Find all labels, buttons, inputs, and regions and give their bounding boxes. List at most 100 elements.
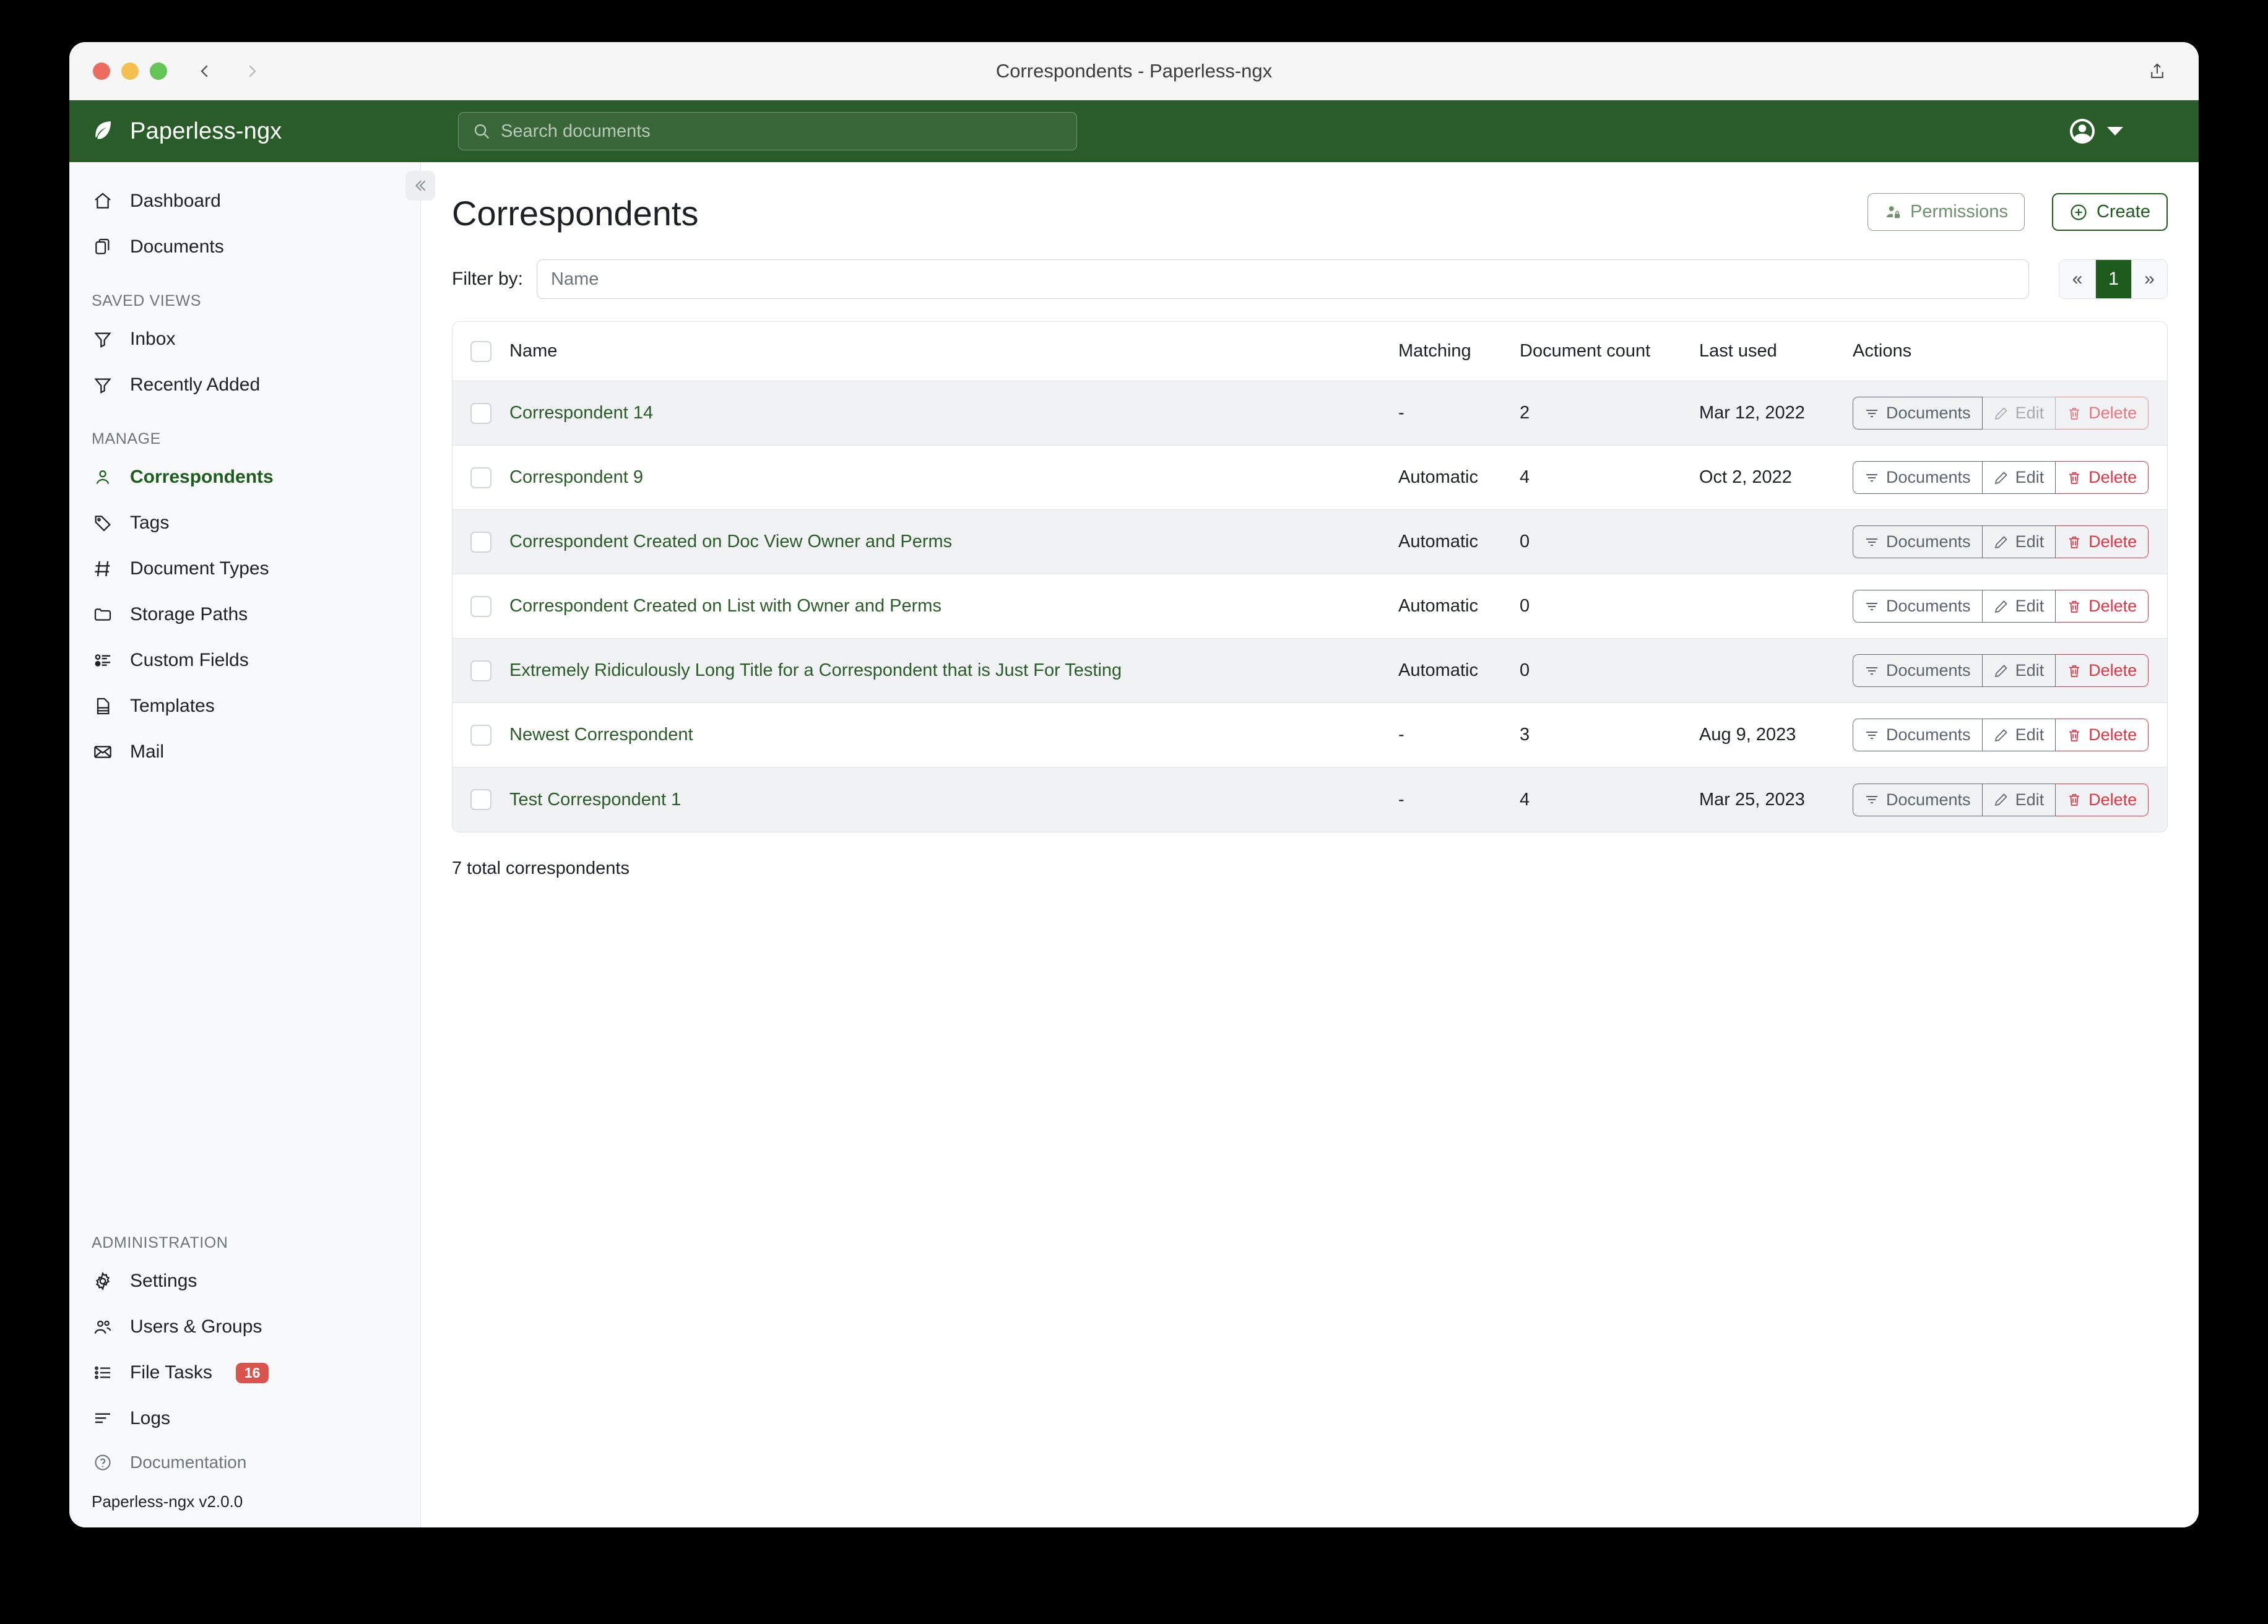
table-row[interactable]: Test Correspondent 1 - 4 Mar 25, 2023 Do… [452, 767, 2167, 832]
correspondent-link[interactable]: Correspondent Created on Doc View Owner … [509, 532, 953, 551]
row-checkbox-cell [452, 660, 509, 681]
row-checkbox[interactable] [470, 660, 491, 681]
filter-lines-icon [1864, 535, 1879, 550]
people-icon [92, 1316, 114, 1338]
pencil-icon [1994, 663, 2009, 678]
edit-button[interactable]: Edit [1982, 461, 2056, 494]
minimize-window-button[interactable] [121, 62, 139, 80]
sidebar-item-mail[interactable]: Mail [69, 729, 420, 775]
documents-button[interactable]: Documents [1853, 719, 1983, 751]
sidebar-item-label: Logs [130, 1408, 171, 1428]
table-row[interactable]: Correspondent Created on List with Owner… [452, 574, 2167, 639]
edit-button[interactable]: Edit [1982, 590, 2056, 623]
sidebar-item-label: Document Types [130, 558, 269, 579]
sidebar-item-tags[interactable]: Tags [69, 500, 420, 546]
share-icon[interactable] [2148, 61, 2166, 81]
permissions-button[interactable]: Permissions [1868, 193, 2025, 231]
correspondent-link[interactable]: Extremely Ridiculously Long Title for a … [509, 660, 1122, 680]
correspondent-link[interactable]: Correspondent Created on List with Owner… [509, 596, 941, 616]
delete-button[interactable]: Delete [2056, 783, 2149, 816]
create-button[interactable]: Create [2051, 193, 2168, 231]
trash-icon [2067, 599, 2082, 614]
table-row[interactable]: Newest Correspondent - 3 Aug 9, 2023 Doc… [452, 703, 2167, 767]
delete-button[interactable]: Delete [2056, 461, 2149, 494]
chevron-right-icon[interactable] [243, 62, 261, 80]
delete-button[interactable]: Delete [2056, 719, 2149, 751]
sidebar-item-file-tasks[interactable]: File Tasks 16 [69, 1350, 420, 1396]
account-menu[interactable] [2067, 116, 2123, 146]
documents-button[interactable]: Documents [1853, 590, 1983, 623]
sidebar-item-documents[interactable]: Documents [69, 224, 420, 270]
tag-icon [92, 512, 114, 534]
brand[interactable]: Paperless-ngx [89, 118, 399, 145]
correspondent-link[interactable]: Correspondent 14 [509, 403, 654, 423]
row-checkbox[interactable] [470, 789, 491, 810]
select-all-checkbox[interactable] [470, 340, 491, 362]
filter-row: Filter by: Name « 1 » [452, 259, 2168, 299]
chevron-left-icon[interactable] [196, 62, 214, 80]
pagination-next[interactable]: » [2131, 260, 2167, 298]
documents-button[interactable]: Documents [1853, 654, 1983, 687]
search-input[interactable]: Search documents [458, 112, 1077, 150]
row-checkbox[interactable] [470, 724, 491, 746]
row-name-cell: Extremely Ridiculously Long Title for a … [509, 660, 1398, 681]
pagination-prev[interactable]: « [2059, 260, 2095, 298]
sidebar-item-users-groups[interactable]: Users & Groups [69, 1304, 420, 1350]
correspondent-link[interactable]: Test Correspondent 1 [509, 789, 682, 810]
correspondent-link[interactable]: Correspondent 9 [509, 467, 644, 487]
permissions-button-label: Permissions [1910, 202, 2008, 222]
correspondent-link[interactable]: Newest Correspondent [509, 725, 693, 745]
column-header-matching[interactable]: Matching [1398, 341, 1471, 361]
row-checkbox[interactable] [470, 402, 491, 424]
column-header-last-used[interactable]: Last used [1699, 341, 1777, 361]
sidebar-item-logs[interactable]: Logs [69, 1396, 420, 1441]
edit-button[interactable]: Edit [1982, 719, 2056, 751]
close-window-button[interactable] [93, 62, 110, 80]
row-checkbox[interactable] [470, 467, 491, 488]
sidebar-item-documentation[interactable]: Documentation [69, 1441, 420, 1484]
column-header-document-count[interactable]: Document count [1520, 341, 1651, 361]
documents-button[interactable]: Documents [1853, 783, 1983, 816]
documents-button[interactable]: Documents [1853, 461, 1983, 494]
edit-button[interactable]: Edit [1982, 397, 2056, 430]
table-row[interactable]: Correspondent Created on Doc View Owner … [452, 510, 2167, 574]
row-document-count: 4 [1520, 789, 1530, 810]
pagination-page-1[interactable]: 1 [2095, 260, 2131, 298]
sidebar-item-dashboard[interactable]: Dashboard [69, 178, 420, 224]
delete-button[interactable]: Delete [2056, 397, 2149, 430]
sidebar-collapse-button[interactable] [405, 171, 435, 201]
sidebar-item-templates[interactable]: Templates [69, 683, 420, 729]
sidebar-item-document-types[interactable]: Document Types [69, 546, 420, 592]
sidebar-item-correspondents[interactable]: Correspondents [69, 454, 420, 500]
table-row[interactable]: Extremely Ridiculously Long Title for a … [452, 639, 2167, 703]
maximize-window-button[interactable] [150, 62, 167, 80]
column-header-name[interactable]: Name [509, 341, 558, 361]
sidebar-item-custom-fields[interactable]: Custom Fields [69, 637, 420, 683]
edit-button[interactable]: Edit [1982, 525, 2056, 558]
row-checkbox[interactable] [470, 595, 491, 617]
documents-button[interactable]: Documents [1853, 525, 1983, 558]
row-checkbox[interactable] [470, 531, 491, 553]
sidebar-item-settings[interactable]: Settings [69, 1258, 420, 1304]
delete-button[interactable]: Delete [2056, 525, 2149, 558]
sidebar-item-inbox[interactable]: Inbox [69, 316, 420, 362]
correspondents-table: Name Matching Document count Last used A… [452, 321, 2168, 832]
pencil-icon [1994, 470, 2009, 485]
delete-button[interactable]: Delete [2056, 590, 2149, 623]
row-action-group: Documents Edit Delete [1853, 783, 2149, 816]
delete-button[interactable]: Delete [2056, 654, 2149, 687]
edit-button[interactable]: Edit [1982, 783, 2056, 816]
filter-name-input[interactable]: Name [537, 259, 2029, 299]
sidebar-item-label: Templates [130, 696, 215, 716]
sidebar-item-storage-paths[interactable]: Storage Paths [69, 592, 420, 637]
pencil-icon [1994, 728, 2009, 743]
filter-placeholder: Name [551, 269, 599, 289]
delete-button-label: Delete [2088, 661, 2137, 680]
documents-button[interactable]: Documents [1853, 397, 1983, 430]
table-row[interactable]: Correspondent 14 - 2 Mar 12, 2022 Docume… [452, 381, 2167, 446]
row-matching: Automatic [1398, 532, 1478, 551]
table-row[interactable]: Correspondent 9 Automatic 4 Oct 2, 2022 … [452, 446, 2167, 510]
file-tasks-badge: 16 [235, 1362, 269, 1383]
sidebar-item-recently-added[interactable]: Recently Added [69, 362, 420, 408]
edit-button[interactable]: Edit [1982, 654, 2056, 687]
